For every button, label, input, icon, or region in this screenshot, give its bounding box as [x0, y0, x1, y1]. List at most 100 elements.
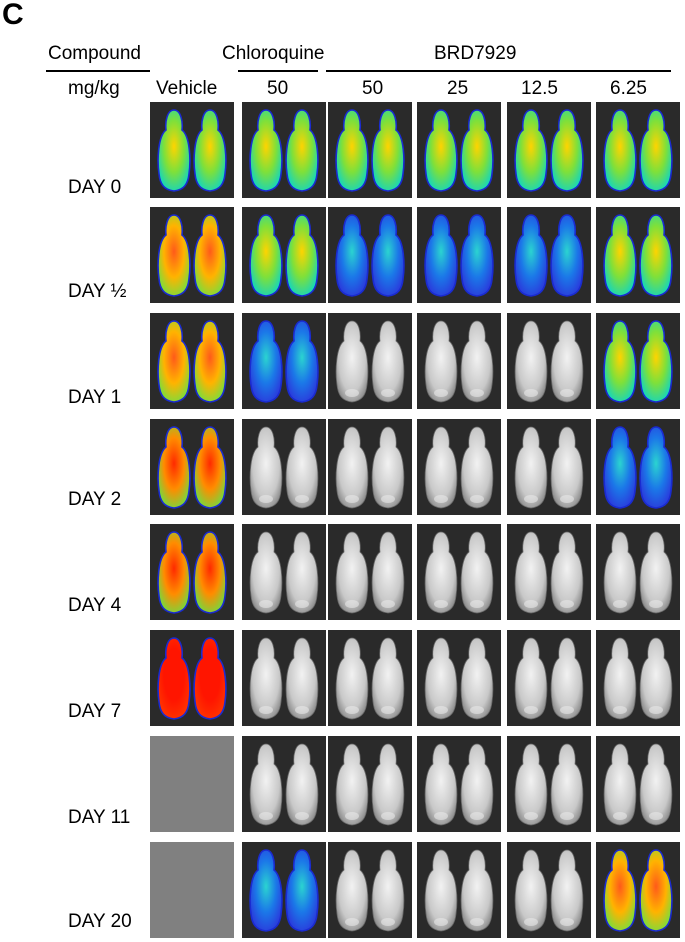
imaging-tile — [328, 630, 412, 726]
dose-brd-6-25: 6.25 — [610, 78, 647, 99]
imaging-tile — [417, 524, 501, 620]
mouse-image-icon — [507, 102, 591, 198]
imaging-tile — [596, 207, 680, 303]
imaging-tile — [150, 207, 234, 303]
compound-label: Compound — [48, 43, 141, 64]
mouse-image-icon — [596, 313, 680, 409]
mouse-image-icon — [328, 313, 412, 409]
mouse-image-icon — [150, 313, 234, 409]
imaging-tile — [507, 207, 591, 303]
imaging-tile — [242, 524, 326, 620]
chloroquine-underline — [238, 70, 318, 72]
mouse-image-icon — [507, 207, 591, 303]
imaging-tile — [596, 313, 680, 409]
chloroquine-label: Chloroquine — [222, 43, 325, 64]
mouse-image-icon — [150, 842, 234, 938]
mouse-image-icon — [242, 207, 326, 303]
day-label-2: DAY 2 — [68, 489, 122, 510]
day-label-half: DAY ½ — [68, 281, 127, 302]
day-label-20: DAY 20 — [68, 911, 132, 932]
mouse-image-icon — [507, 842, 591, 938]
imaging-tile — [150, 736, 234, 832]
day-label-11: DAY 11 — [68, 807, 131, 828]
mouse-image-icon — [328, 842, 412, 938]
imaging-tile — [507, 419, 591, 515]
imaging-tile — [417, 736, 501, 832]
mouse-image-icon — [417, 736, 501, 832]
mouse-image-icon — [242, 524, 326, 620]
imaging-tile — [507, 736, 591, 832]
imaging-tile — [328, 102, 412, 198]
brd-label: BRD7929 — [434, 43, 517, 64]
imaging-tile — [328, 736, 412, 832]
mouse-image-icon — [417, 313, 501, 409]
imaging-tile — [242, 419, 326, 515]
imaging-tile — [328, 524, 412, 620]
imaging-tile — [328, 207, 412, 303]
imaging-tile — [507, 524, 591, 620]
imaging-tile — [596, 630, 680, 726]
imaging-tile — [507, 630, 591, 726]
imaging-tile — [242, 736, 326, 832]
mouse-image-icon — [328, 524, 412, 620]
mouse-image-icon — [596, 842, 680, 938]
mouse-image-icon — [596, 524, 680, 620]
imaging-tile — [507, 102, 591, 198]
imaging-tile — [328, 313, 412, 409]
mouse-image-icon — [417, 842, 501, 938]
imaging-tile — [150, 630, 234, 726]
mouse-image-icon — [242, 736, 326, 832]
mouse-image-icon — [328, 630, 412, 726]
mouse-image-icon — [242, 842, 326, 938]
day-label-7: DAY 7 — [68, 701, 122, 722]
mouse-image-icon — [507, 524, 591, 620]
mouse-image-icon — [596, 207, 680, 303]
brd-underline — [326, 70, 671, 72]
mouse-image-icon — [328, 207, 412, 303]
day-label-4: DAY 4 — [68, 595, 122, 616]
mouse-image-icon — [507, 313, 591, 409]
mouse-image-icon — [242, 102, 326, 198]
mouse-image-icon — [150, 630, 234, 726]
mouse-image-icon — [150, 736, 234, 832]
mouse-image-icon — [417, 630, 501, 726]
imaging-tile — [242, 207, 326, 303]
mouse-image-icon — [507, 630, 591, 726]
imaging-tile — [417, 207, 501, 303]
imaging-tile — [417, 842, 501, 938]
imaging-tile — [242, 102, 326, 198]
imaging-tile — [417, 630, 501, 726]
imaging-tile — [507, 313, 591, 409]
imaging-tile — [417, 313, 501, 409]
imaging-tile — [328, 842, 412, 938]
mouse-image-icon — [507, 736, 591, 832]
mouse-image-icon — [596, 630, 680, 726]
imaging-tile — [596, 102, 680, 198]
mouse-image-icon — [596, 419, 680, 515]
imaging-tile — [417, 419, 501, 515]
mouse-image-icon — [242, 419, 326, 515]
imaging-tile — [150, 102, 234, 198]
mouse-image-icon — [417, 419, 501, 515]
imaging-tile — [596, 842, 680, 938]
mouse-image-icon — [417, 207, 501, 303]
day-label-0: DAY 0 — [68, 177, 122, 198]
imaging-tile — [596, 419, 680, 515]
imaging-tile — [328, 419, 412, 515]
mouse-image-icon — [417, 102, 501, 198]
mouse-image-icon — [150, 207, 234, 303]
dose-chloroquine-50: 50 — [267, 78, 289, 99]
mouse-image-icon — [150, 524, 234, 620]
mouse-image-icon — [150, 419, 234, 515]
compound-underline — [46, 70, 150, 72]
mouse-image-icon — [596, 736, 680, 832]
mouse-image-icon — [596, 102, 680, 198]
imaging-tile — [596, 524, 680, 620]
imaging-tile — [150, 313, 234, 409]
mouse-image-icon — [417, 524, 501, 620]
imaging-tile — [242, 842, 326, 938]
dose-brd-50: 50 — [362, 78, 384, 99]
imaging-tile — [150, 842, 234, 938]
mouse-image-icon — [150, 102, 234, 198]
mouse-image-icon — [242, 630, 326, 726]
